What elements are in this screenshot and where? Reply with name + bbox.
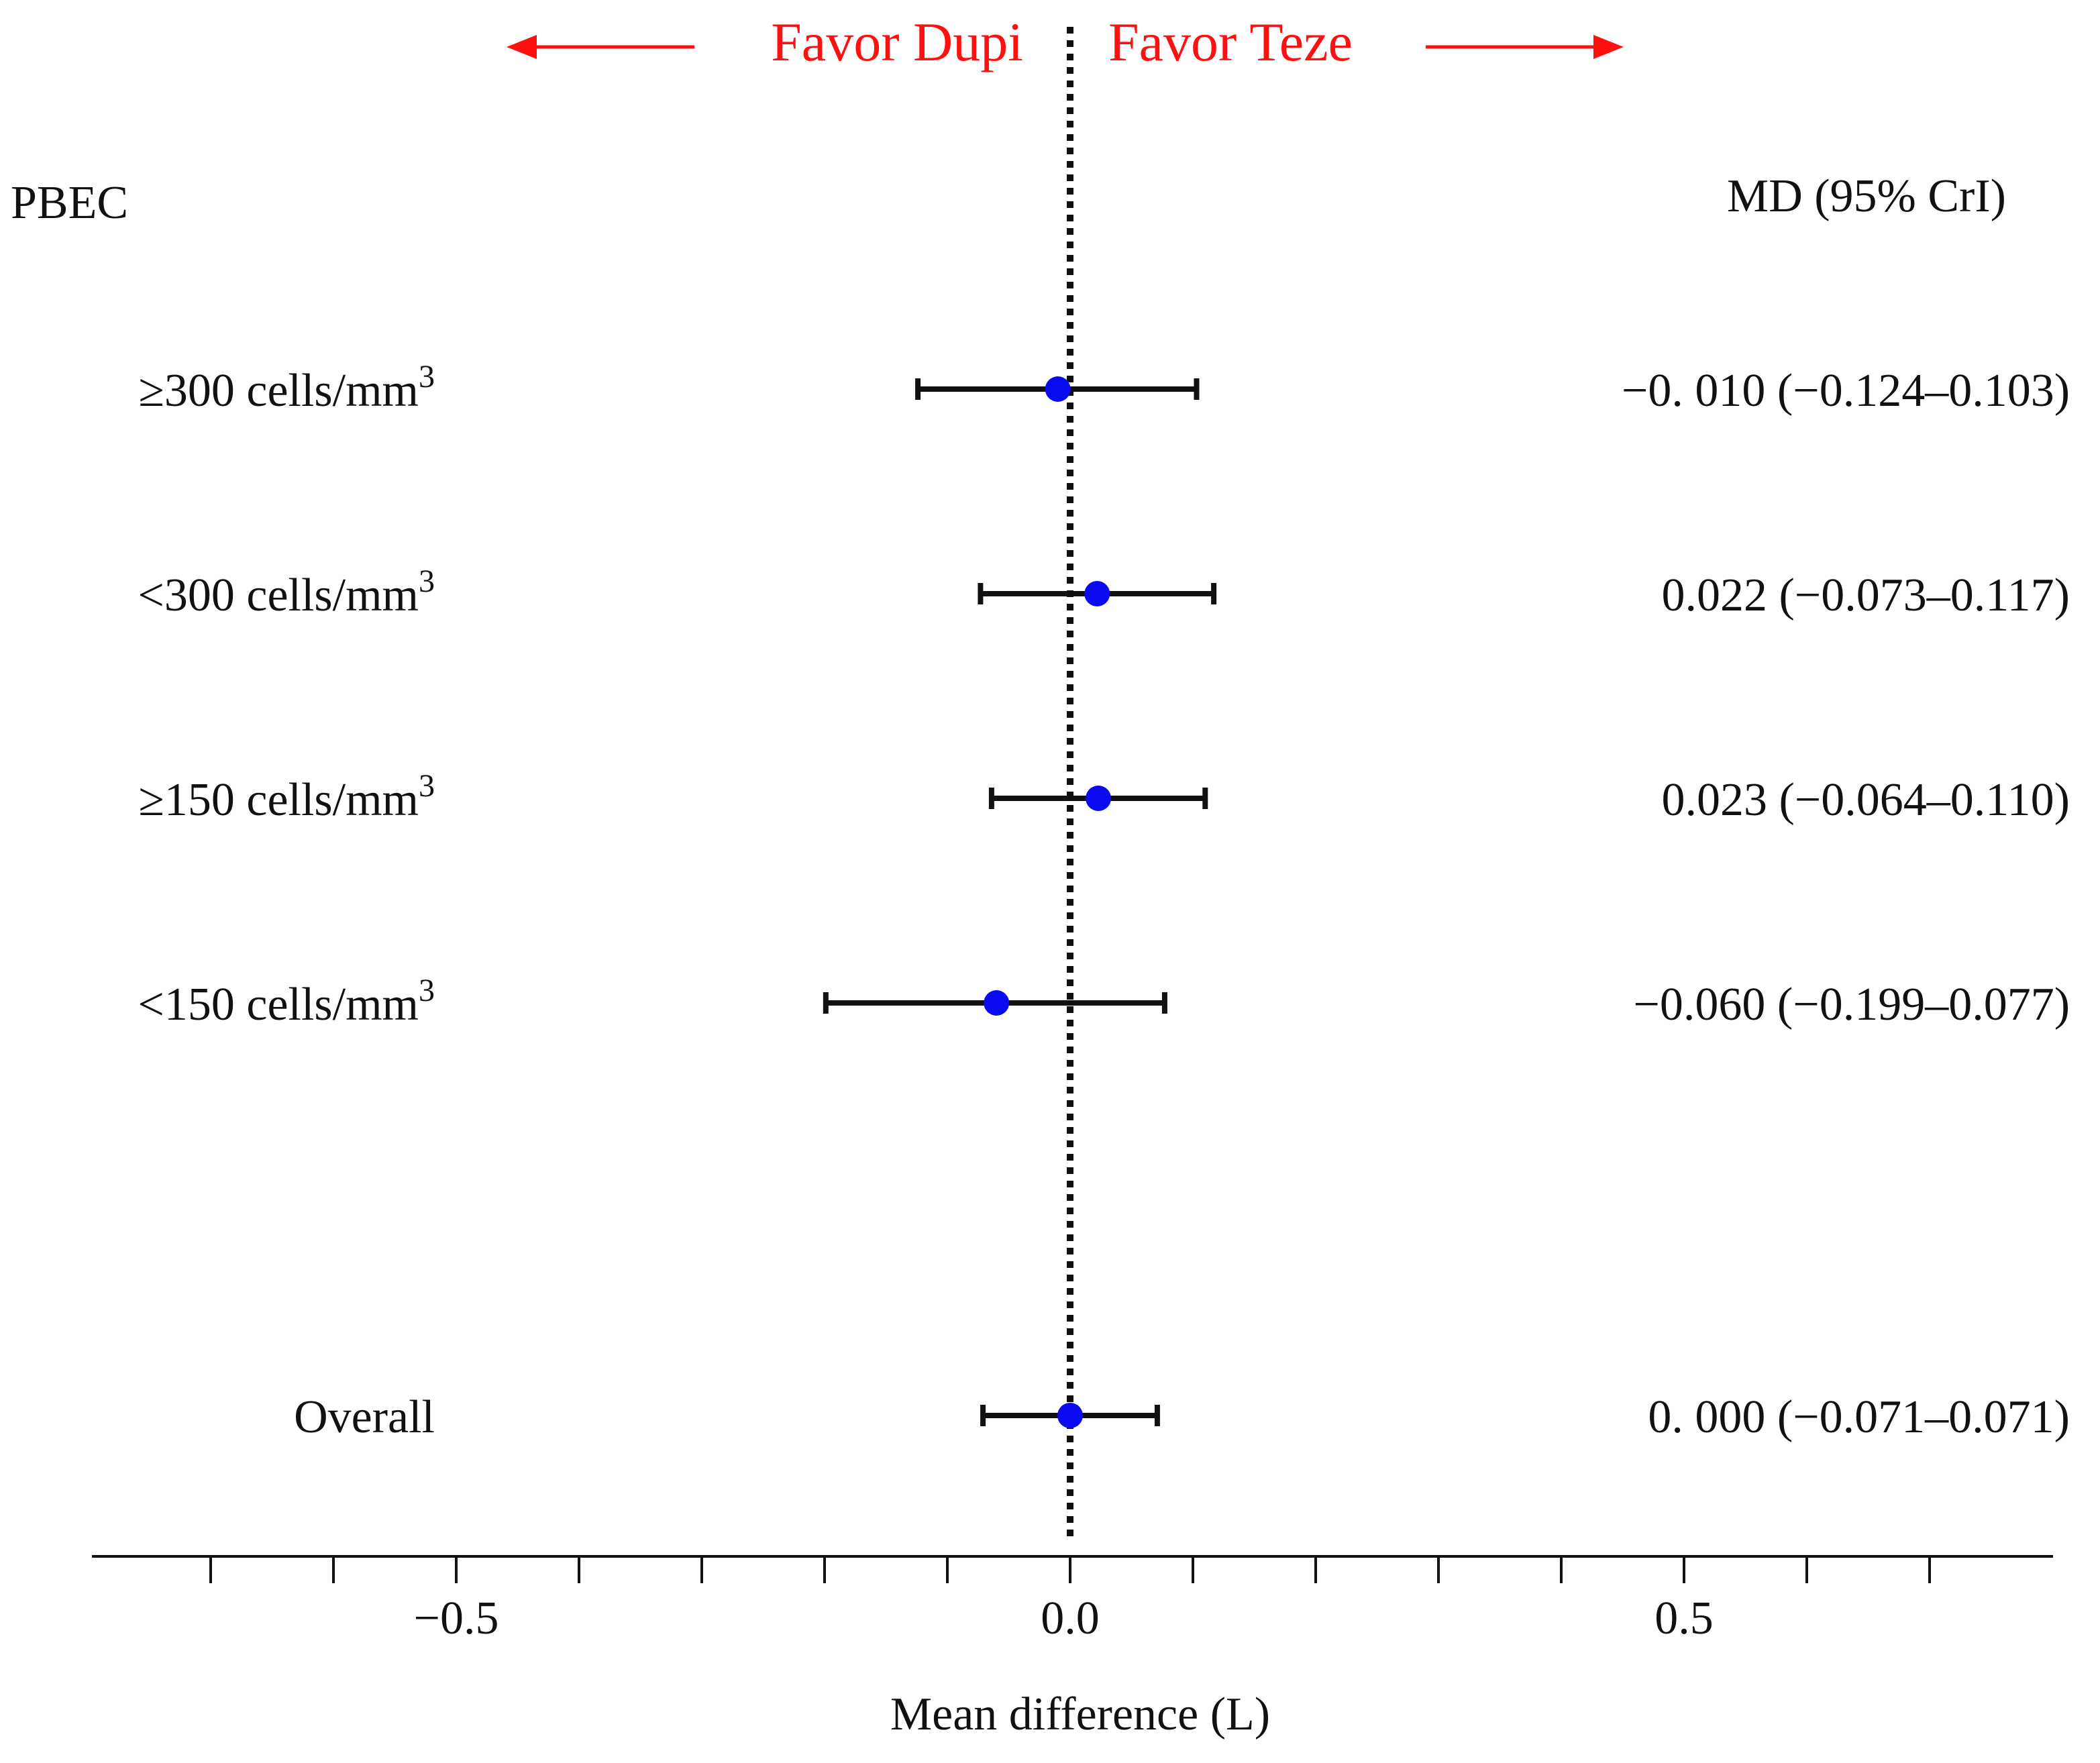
row-label-superscript: 3	[419, 359, 435, 394]
estimate-text: 0.023 (−0.064–0.110)	[1661, 774, 2070, 826]
estimate-text: −0. 010 (−0.124–0.103)	[1622, 365, 2070, 417]
row-label: <300 cells/mm3	[138, 564, 435, 621]
row-label-text: Overall	[294, 1391, 435, 1443]
point-estimate	[1084, 581, 1110, 606]
point-estimate	[1045, 376, 1071, 402]
row-label-superscript: 3	[419, 973, 435, 1008]
favor-dupi-arrowhead	[507, 35, 537, 59]
forest-rows: ≥300 cells/mm3 −0. 010 (−0.124–0.103)<300…	[138, 359, 2070, 1443]
row-label: ≥150 cells/mm3	[138, 768, 435, 826]
row-label-superscript: 3	[419, 768, 435, 804]
favor-annotation: Favor Dupi Favor Teze	[507, 11, 1624, 72]
row-label-text: <150 cells/mm	[138, 979, 419, 1030]
x-axis-ticks	[209, 1556, 1931, 1583]
forest-row: <300 cells/mm3 0.022 (−0.073–0.117)	[138, 564, 2070, 621]
row-label-text: ≥150 cells/mm	[138, 774, 419, 826]
favor-teze-arrowhead	[1593, 35, 1624, 59]
forest-row: ≥300 cells/mm3 −0. 010 (−0.124–0.103)	[138, 359, 2070, 417]
estimate-text: −0.060 (−0.199–0.077)	[1633, 979, 2070, 1030]
x-axis-tick-label: 0.5	[1655, 1593, 1714, 1644]
forest-row: ≥150 cells/mm3 0.023 (−0.064–0.110)	[138, 768, 2070, 826]
row-label-superscript: 3	[419, 564, 435, 599]
row-label-text: <300 cells/mm	[138, 570, 419, 621]
x-axis-tick-label: 0.0	[1041, 1593, 1100, 1644]
estimate-text: 0.022 (−0.073–0.117)	[1661, 570, 2070, 621]
point-estimate	[984, 990, 1010, 1016]
estimate-header: MD (95% CrI)	[1727, 170, 2006, 222]
point-estimate	[1057, 1403, 1083, 1428]
estimate-text: 0. 000 (−0.071–0.071)	[1648, 1391, 2070, 1443]
favor-teze-label: Favor Teze	[1108, 11, 1353, 72]
x-axis-label: Mean difference (L)	[890, 1689, 1270, 1740]
forest-row: <150 cells/mm3 −0.060 (−0.199–0.077)	[138, 973, 2070, 1030]
point-estimate	[1086, 786, 1112, 811]
group-header: PBEC	[11, 177, 128, 229]
favor-dupi-label: Favor Dupi	[771, 11, 1023, 72]
row-label-text: ≥300 cells/mm	[138, 365, 419, 417]
row-label: Overall	[294, 1391, 435, 1443]
x-axis-tick-label: −0.5	[414, 1593, 499, 1644]
forest-row: Overall 0. 000 (−0.071–0.071)	[294, 1391, 2070, 1443]
x-axis-tick-labels: −0.5 0.0 0.5	[414, 1593, 1714, 1644]
row-label: <150 cells/mm3	[138, 973, 435, 1030]
row-label: ≥300 cells/mm3	[138, 359, 435, 417]
